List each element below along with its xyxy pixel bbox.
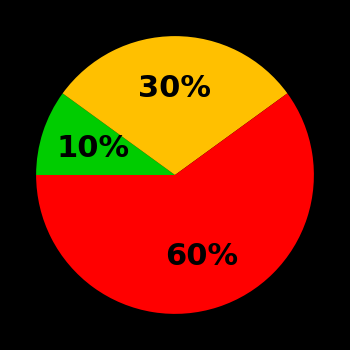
Text: 10%: 10%: [57, 134, 130, 163]
Text: 60%: 60%: [165, 243, 238, 271]
Wedge shape: [36, 93, 314, 314]
Text: 30%: 30%: [139, 75, 211, 103]
Wedge shape: [63, 36, 287, 175]
Wedge shape: [36, 93, 175, 175]
